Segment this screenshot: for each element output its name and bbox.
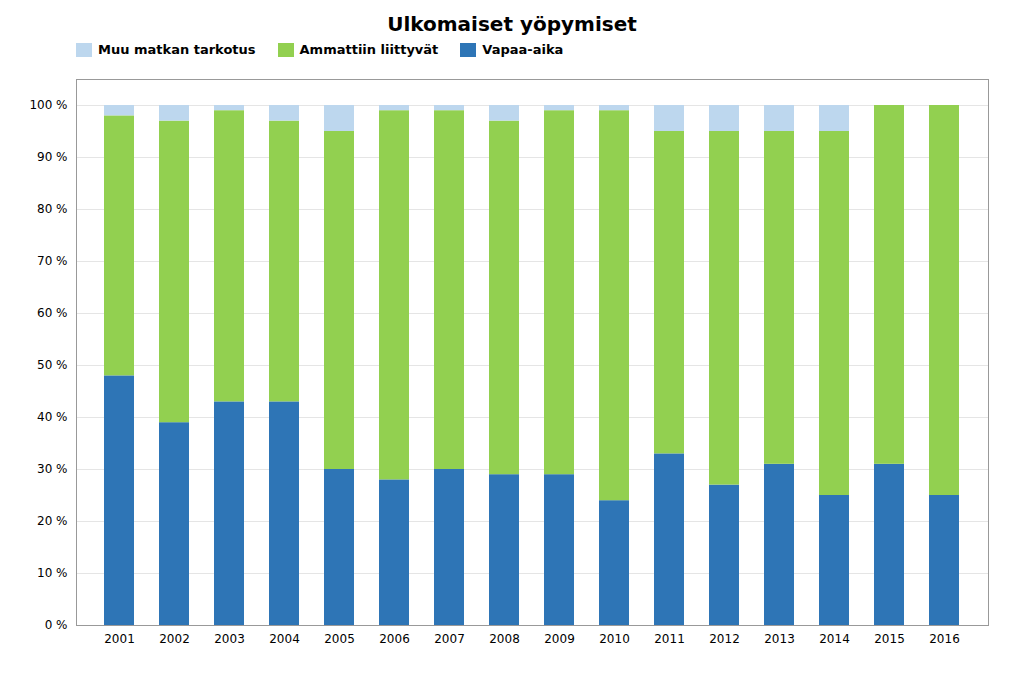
html-text:Vapaa-aika: Vapaa-aika bbox=[482, 42, 564, 57]
svg-text:2014: 2014 bbox=[819, 632, 850, 646]
svg-text:2008: 2008 bbox=[489, 632, 520, 646]
svg-text:2012: 2012 bbox=[709, 632, 740, 646]
svg-text:0 %: 0 % bbox=[45, 618, 68, 632]
html-text:Ulkomaiset yöpymiset: Ulkomaiset yöpymiset bbox=[387, 12, 637, 36]
svg-text:2011: 2011 bbox=[654, 632, 685, 646]
svg-text:70 %: 70 % bbox=[37, 254, 68, 268]
svg-text:2001: 2001 bbox=[104, 632, 135, 646]
svg-text:2003: 2003 bbox=[214, 632, 245, 646]
html-text:Ammattiin liittyvät: Ammattiin liittyvät bbox=[299, 42, 439, 57]
svg-text:100 %: 100 % bbox=[29, 98, 67, 112]
svg-text:2005: 2005 bbox=[324, 632, 355, 646]
svg-text:2007: 2007 bbox=[434, 632, 465, 646]
svg-text:80 %: 80 % bbox=[37, 202, 68, 216]
svg-text:2006: 2006 bbox=[379, 632, 410, 646]
svg-text:30 %: 30 % bbox=[37, 462, 68, 476]
svg-text:2009: 2009 bbox=[544, 632, 575, 646]
svg-text:2013: 2013 bbox=[764, 632, 795, 646]
svg-text:10 %: 10 % bbox=[37, 566, 68, 580]
svg-text:2016: 2016 bbox=[929, 632, 960, 646]
svg-text:60 %: 60 % bbox=[37, 306, 68, 320]
svg-text:20 %: 20 % bbox=[37, 514, 68, 528]
svg-text:2004: 2004 bbox=[269, 632, 300, 646]
html-text:Muu matkan tarkotus: Muu matkan tarkotus bbox=[98, 42, 256, 57]
svg-text:40 %: 40 % bbox=[37, 410, 68, 424]
svg-text:50 %: 50 % bbox=[37, 358, 68, 372]
svg-text:2002: 2002 bbox=[159, 632, 190, 646]
svg-text:2010: 2010 bbox=[599, 632, 630, 646]
svg-text:90 %: 90 % bbox=[37, 150, 68, 164]
svg-text:2015: 2015 bbox=[874, 632, 905, 646]
